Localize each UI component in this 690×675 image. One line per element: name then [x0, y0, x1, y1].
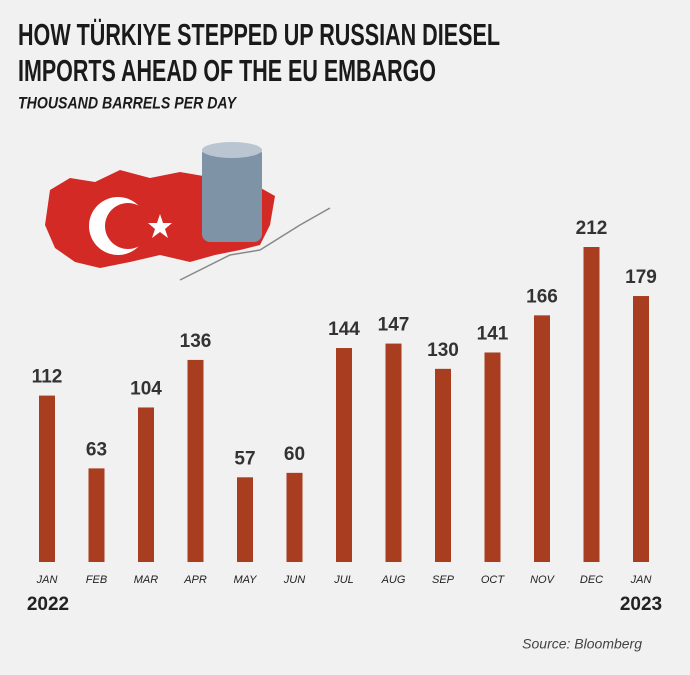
bar: [237, 477, 253, 562]
chart-title: IMPORTS AHEAD OF THE EU EMBARGO: [18, 53, 436, 88]
bar: [633, 296, 649, 562]
bar: [534, 315, 550, 562]
illustration: [45, 142, 331, 281]
x-tick-label: OCT: [481, 574, 506, 586]
x-tick-label: AUG: [381, 574, 406, 586]
bar: [138, 407, 154, 562]
bar: [583, 247, 600, 562]
x-tick-label: JUN: [283, 574, 305, 586]
bar: [286, 472, 303, 562]
bar: [385, 343, 402, 562]
value-label: 57: [234, 448, 255, 469]
value-label: 166: [526, 286, 558, 307]
value-label: 147: [378, 315, 410, 336]
bar: [88, 468, 105, 562]
chart-title: HOW TÜRKIYE STEPPED UP RUSSIAN DIESEL: [18, 17, 500, 52]
bar: [336, 348, 352, 562]
bar: [484, 352, 501, 562]
value-label: 212: [576, 218, 608, 239]
year-label: 2022: [27, 594, 69, 615]
source: Source: Bloomberg: [522, 636, 642, 652]
chart-subtitle: THOUSAND BARRELS PER DAY: [18, 93, 237, 112]
x-tick-label: JUL: [333, 574, 354, 586]
x-tick-label: JAN: [36, 574, 58, 586]
value-label: 130: [427, 340, 459, 361]
x-tick-label: APR: [183, 574, 207, 586]
value-label: 141: [477, 324, 509, 345]
bar: [187, 359, 204, 562]
bar: [435, 368, 451, 562]
x-tick-label: FEB: [86, 574, 107, 586]
year-label: 2023: [620, 594, 662, 615]
value-label: 144: [328, 319, 360, 340]
value-label: 112: [32, 367, 63, 388]
x-tick-label: DEC: [580, 574, 603, 586]
x-tick-label: JAN: [630, 574, 652, 586]
value-label: 179: [625, 267, 657, 288]
bar: [39, 395, 55, 562]
value-label: 63: [86, 439, 107, 460]
x-tick-label: SEP: [432, 574, 455, 586]
value-label: 136: [180, 331, 212, 352]
x-tick-label: MAY: [233, 574, 257, 586]
x-tick-label: MAR: [134, 574, 159, 586]
x-tick-label: NOV: [530, 574, 556, 586]
value-label: 104: [130, 378, 162, 399]
value-label: 60: [284, 444, 305, 465]
